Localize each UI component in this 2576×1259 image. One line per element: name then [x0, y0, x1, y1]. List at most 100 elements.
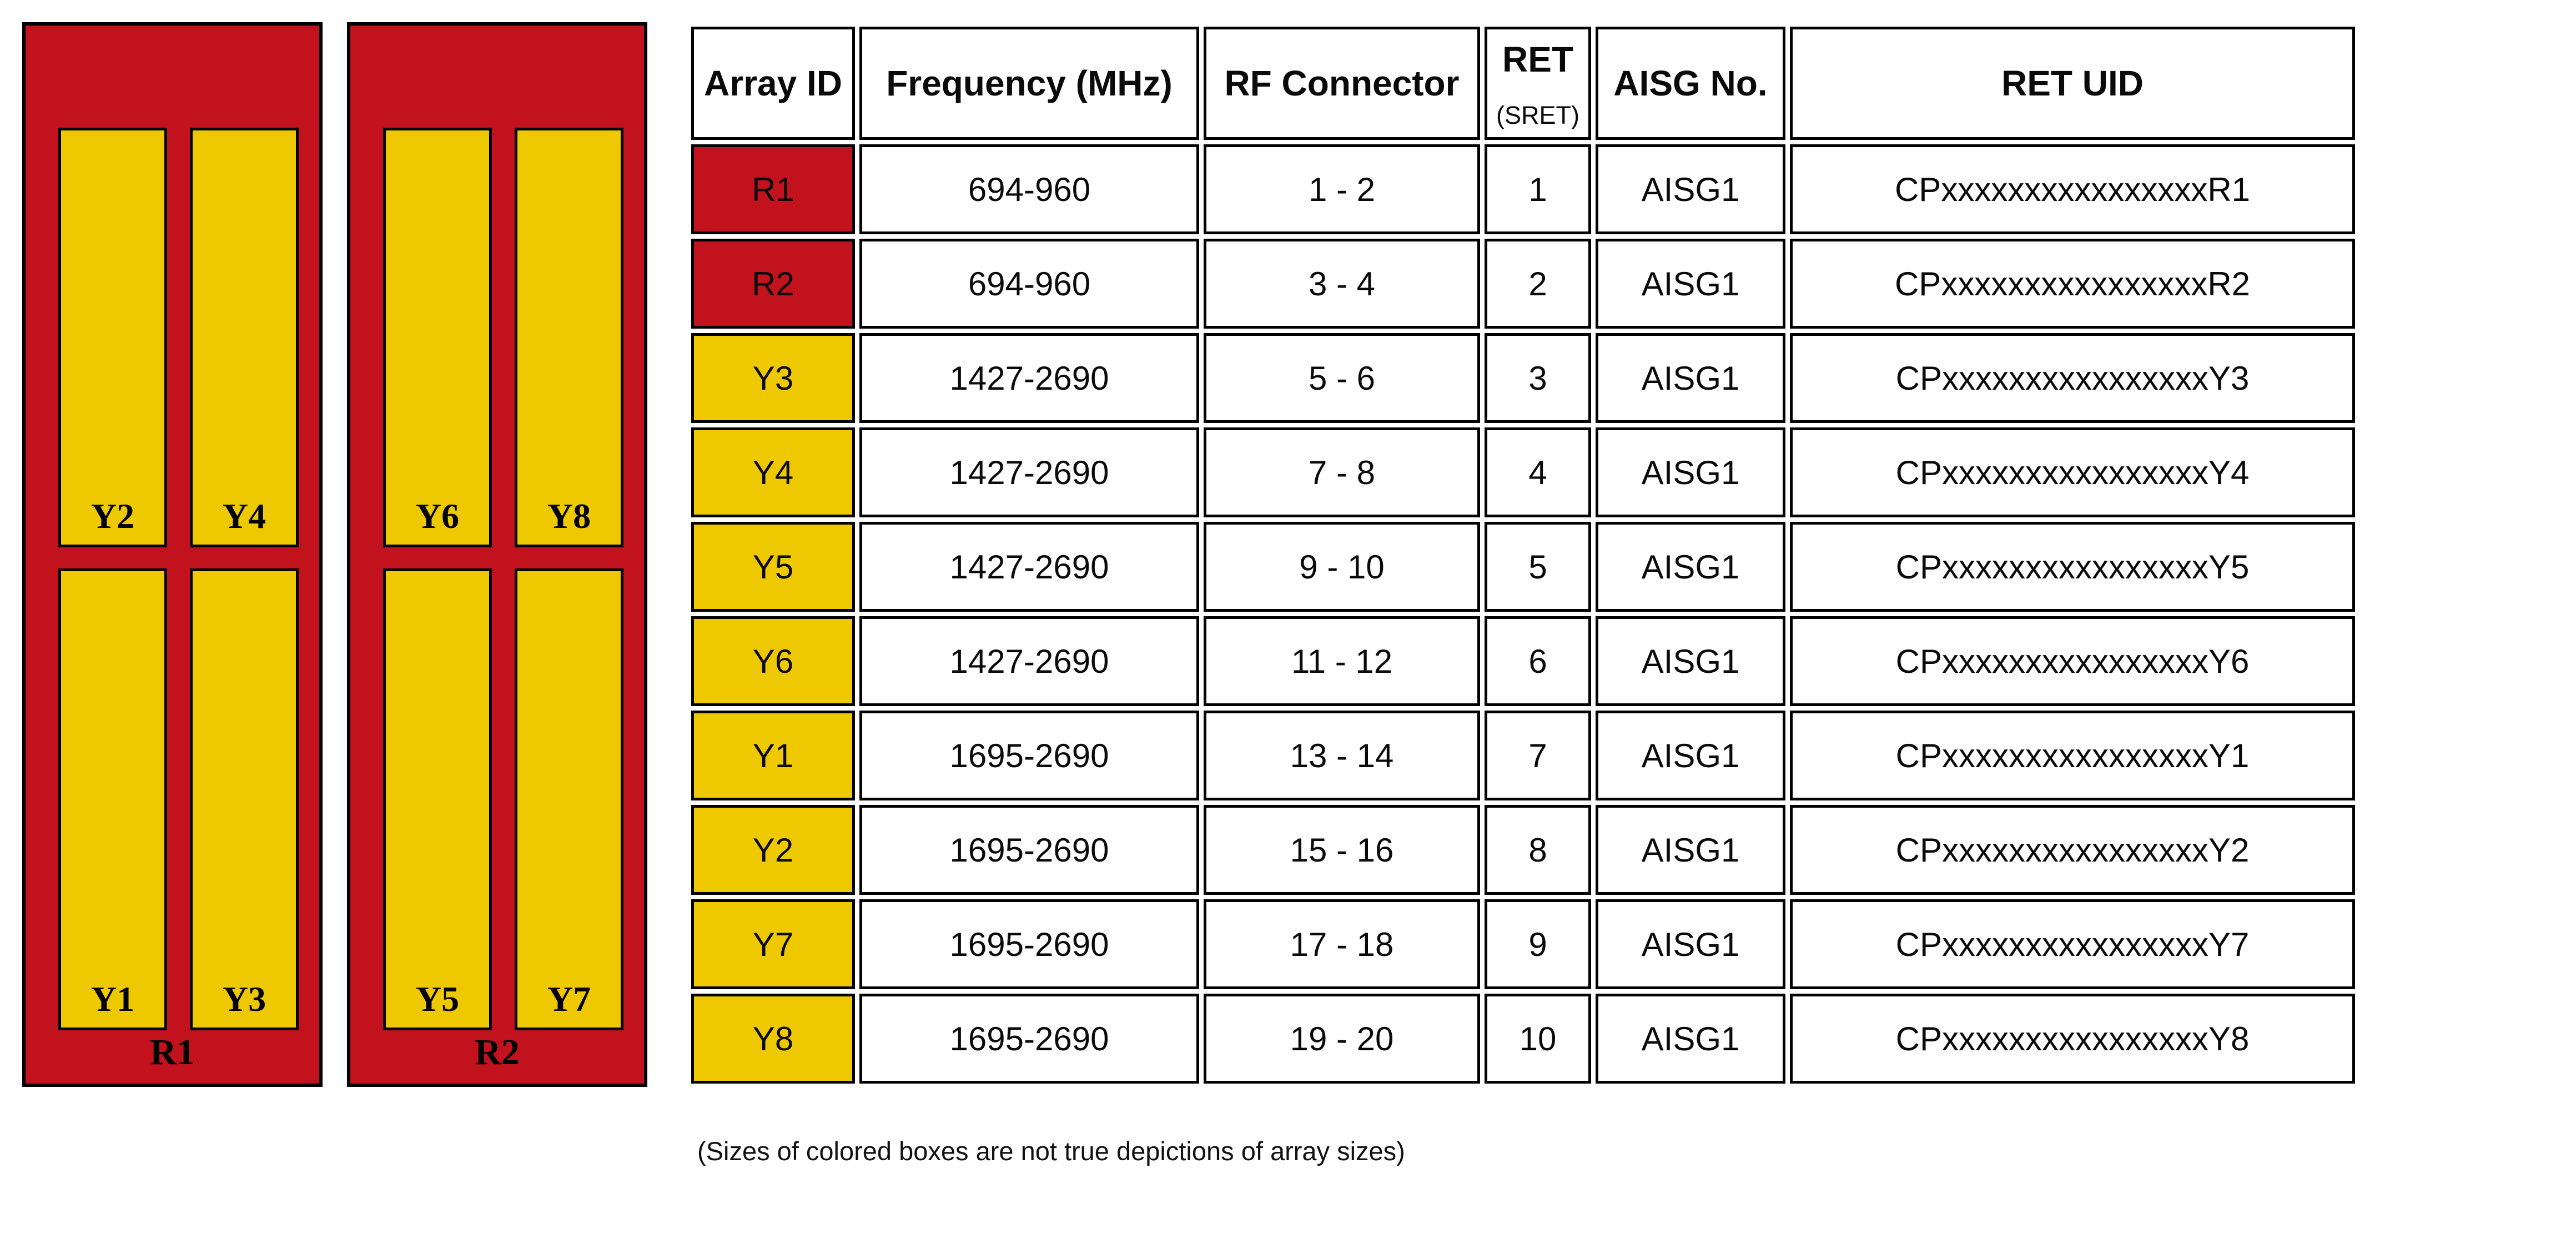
cell-frequency: 694-960 [859, 144, 1199, 234]
cell-array-id: R2 [691, 239, 855, 329]
table-row: Y5 1427-2690 9 - 10 5 AISG1 CPxxxxxxxxxx… [691, 522, 2355, 612]
header-array-id: Array ID [691, 27, 855, 140]
cell-array-id: Y7 [691, 899, 855, 989]
cell-rf-connector: 3 - 4 [1204, 239, 1480, 329]
cell-array-id: Y4 [691, 427, 855, 517]
cell-rf-connector: 7 - 8 [1204, 427, 1480, 517]
spec-table-body: R1 694-960 1 - 2 1 AISG1 CPxxxxxxxxxxxxx… [691, 144, 2355, 1084]
cell-array-id: R1 [691, 144, 855, 234]
header-ret-sub: (SRET) [1496, 101, 1579, 129]
cell-array-id: Y8 [691, 994, 855, 1084]
array-box-label: Y2 [90, 496, 135, 536]
table-row: Y2 1695-2690 15 - 16 8 AISG1 CPxxxxxxxxx… [691, 805, 2355, 895]
array-box-label: Y3 [222, 979, 266, 1019]
cell-array-id: Y6 [691, 616, 855, 706]
cell-ret-uid: CPxxxxxxxxxxxxxxxxR2 [1790, 239, 2355, 329]
array-box-y3: Y3 [190, 568, 299, 1030]
cell-frequency: 1695-2690 [859, 899, 1199, 989]
table-row: Y6 1427-2690 11 - 12 6 AISG1 CPxxxxxxxxx… [691, 616, 2355, 706]
cell-rf-connector: 17 - 18 [1204, 899, 1480, 989]
cell-frequency: 1427-2690 [859, 522, 1199, 612]
cell-ret-uid: CPxxxxxxxxxxxxxxxxY8 [1790, 994, 2355, 1084]
table-row: Y7 1695-2690 17 - 18 9 AISG1 CPxxxxxxxxx… [691, 899, 2355, 989]
cell-frequency: 1695-2690 [859, 994, 1199, 1084]
cell-ret: 5 [1485, 522, 1591, 612]
cell-array-id: Y1 [691, 711, 855, 800]
header-ret-main: RET [1502, 39, 1573, 79]
array-box-label: Y6 [415, 496, 460, 536]
cell-ret-uid: CPxxxxxxxxxxxxxxxxY2 [1790, 805, 2355, 895]
array-box-label: Y7 [547, 979, 591, 1019]
array-box-y8: Y8 [515, 128, 623, 547]
table-row: R1 694-960 1 - 2 1 AISG1 CPxxxxxxxxxxxxx… [691, 144, 2355, 234]
cell-ret: 6 [1485, 616, 1591, 706]
cell-ret-uid: CPxxxxxxxxxxxxxxxxY6 [1790, 616, 2355, 706]
table-row: Y4 1427-2690 7 - 8 4 AISG1 CPxxxxxxxxxxx… [691, 427, 2355, 517]
antenna-panel-r2: Y6 Y8 Y5 Y7 R2 [347, 22, 647, 1087]
cell-ret-uid: CPxxxxxxxxxxxxxxxxY3 [1790, 333, 2355, 423]
cell-aisg: AISG1 [1596, 239, 1785, 329]
cell-array-id: Y5 [691, 522, 855, 612]
cell-array-id: Y2 [691, 805, 855, 895]
antenna-panel-r1: Y2 Y4 Y1 Y3 R1 [22, 22, 323, 1087]
array-box-label: Y8 [547, 496, 591, 536]
cell-ret: 2 [1485, 239, 1591, 329]
cell-aisg: AISG1 [1596, 994, 1785, 1084]
cell-frequency: 1695-2690 [859, 805, 1199, 895]
cell-ret-uid: CPxxxxxxxxxxxxxxxxY7 [1790, 899, 2355, 989]
array-box-y1: Y1 [58, 568, 167, 1030]
cell-ret-uid: CPxxxxxxxxxxxxxxxxY5 [1790, 522, 2355, 612]
cell-ret: 8 [1485, 805, 1591, 895]
cell-array-id: Y3 [691, 333, 855, 423]
header-ret-uid: RET UID [1790, 27, 2355, 140]
cell-aisg: AISG1 [1596, 616, 1785, 706]
cell-aisg: AISG1 [1596, 899, 1785, 989]
cell-ret-uid: CPxxxxxxxxxxxxxxxxR1 [1790, 144, 2355, 234]
cell-rf-connector: 19 - 20 [1204, 994, 1480, 1084]
cell-ret: 10 [1485, 994, 1591, 1084]
cell-aisg: AISG1 [1596, 805, 1785, 895]
array-box-y6: Y6 [383, 128, 492, 547]
port-spec-table: Array ID Frequency (MHz) RF Connector RE… [687, 22, 2359, 1088]
cell-frequency: 1695-2690 [859, 711, 1199, 800]
cell-frequency: 1427-2690 [859, 333, 1199, 423]
panel-label-r1: R1 [150, 1032, 195, 1072]
table-header-row: Array ID Frequency (MHz) RF Connector RE… [691, 27, 2355, 140]
table-row: Y3 1427-2690 5 - 6 3 AISG1 CPxxxxxxxxxxx… [691, 333, 2355, 423]
cell-ret-uid: CPxxxxxxxxxxxxxxxxY4 [1790, 427, 2355, 517]
cell-ret: 3 [1485, 333, 1591, 423]
cell-aisg: AISG1 [1596, 522, 1785, 612]
cell-ret: 7 [1485, 711, 1591, 800]
header-aisg: AISG No. [1596, 27, 1785, 140]
cell-aisg: AISG1 [1596, 333, 1785, 423]
array-box-y5: Y5 [383, 568, 492, 1030]
table-row: Y1 1695-2690 13 - 14 7 AISG1 CPxxxxxxxxx… [691, 711, 2355, 800]
cell-frequency: 694-960 [859, 239, 1199, 329]
array-box-y7: Y7 [515, 568, 623, 1030]
cell-ret: 1 [1485, 144, 1591, 234]
array-box-y2: Y2 [58, 128, 167, 547]
cell-ret-uid: CPxxxxxxxxxxxxxxxxY1 [1790, 711, 2355, 800]
header-rf-connector: RF Connector [1204, 27, 1480, 140]
cell-rf-connector: 5 - 6 [1204, 333, 1480, 423]
cell-rf-connector: 15 - 16 [1204, 805, 1480, 895]
array-box-y4: Y4 [190, 128, 299, 547]
cell-ret: 4 [1485, 427, 1591, 517]
header-frequency: Frequency (MHz) [859, 27, 1199, 140]
cell-rf-connector: 1 - 2 [1204, 144, 1480, 234]
cell-rf-connector: 11 - 12 [1204, 616, 1480, 706]
table-row: R2 694-960 3 - 4 2 AISG1 CPxxxxxxxxxxxxx… [691, 239, 2355, 329]
cell-frequency: 1427-2690 [859, 427, 1199, 517]
cell-rf-connector: 9 - 10 [1204, 522, 1480, 612]
panel-label-r2: R2 [475, 1032, 520, 1072]
size-disclaimer-note: (Sizes of colored boxes are not true dep… [697, 1136, 1405, 1166]
array-box-label: Y1 [90, 979, 135, 1019]
cell-frequency: 1427-2690 [859, 616, 1199, 706]
cell-aisg: AISG1 [1596, 144, 1785, 234]
cell-aisg: AISG1 [1596, 711, 1785, 800]
cell-ret: 9 [1485, 899, 1591, 989]
cell-rf-connector: 13 - 14 [1204, 711, 1480, 800]
header-ret: RET (SRET) [1485, 27, 1591, 140]
table-row: Y8 1695-2690 19 - 20 10 AISG1 CPxxxxxxxx… [691, 994, 2355, 1084]
